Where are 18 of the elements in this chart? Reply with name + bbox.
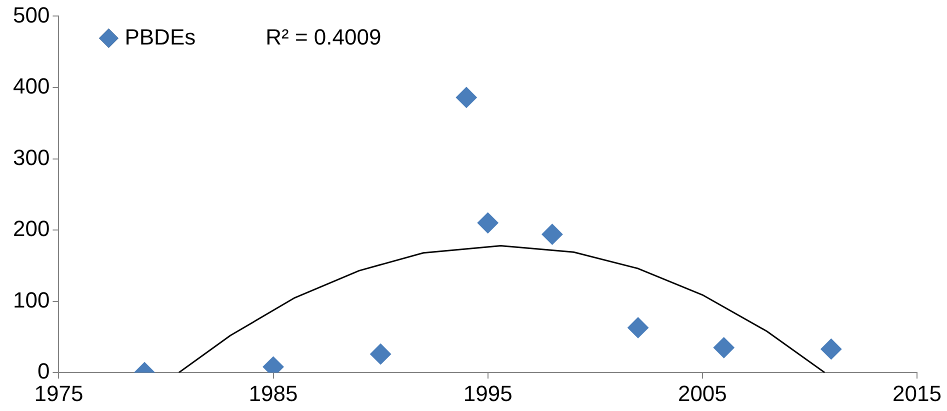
y-tick-label: 500 [12,2,50,28]
x-tick-label: 1995 [463,380,512,406]
point [542,224,563,245]
point [456,86,477,108]
x-tick-label: 2005 [678,380,727,406]
y-tick-label: 200 [12,216,50,242]
x-tick-label: 2015 [892,380,942,406]
y-tick-label: 400 [12,74,50,99]
point [477,212,498,234]
legend-label: PBDEs [124,24,196,50]
point [370,344,392,365]
x-tick-label: 1985 [248,380,298,406]
y-tick-label: 300 [12,144,50,170]
y-tick-label: 100 [12,287,50,312]
annotation: R² = 0.4009 [266,24,382,50]
point [820,338,842,360]
point [713,337,734,358]
point [628,317,649,338]
